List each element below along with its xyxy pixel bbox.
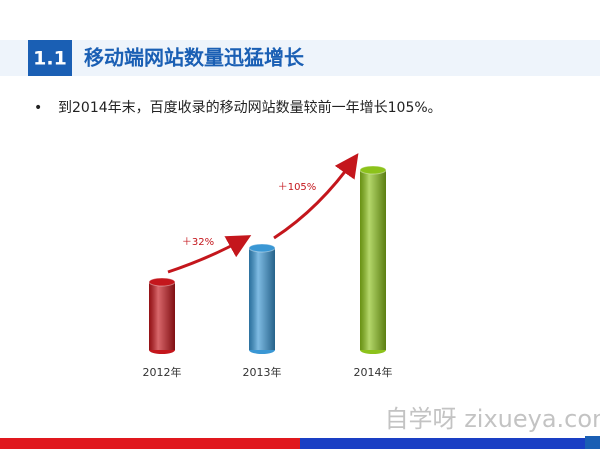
footer-stripe — [0, 438, 300, 449]
growth-arrow — [167, 235, 252, 274]
title-band — [0, 40, 600, 76]
bar-shade — [249, 248, 275, 350]
bullet-dot: • — [34, 100, 42, 116]
x-tick-label: 2013年 — [243, 365, 282, 379]
section-box — [28, 40, 72, 76]
bar-shade — [360, 170, 386, 350]
x-tick-label: 2012年 — [143, 365, 182, 379]
footer-icon — [585, 436, 600, 449]
slide-title: 移动端网站数量迅猛增长 — [84, 46, 305, 70]
bullet-text: 到2014年末，百度收录的移动网站数量较前一年增长105%。 — [58, 99, 442, 116]
section-number: 1.1 — [33, 48, 67, 70]
bar-cap — [359, 165, 387, 175]
footer-stripe — [300, 438, 585, 449]
x-tick-label: 2014年 — [354, 365, 393, 379]
chart: 2012年 2013年 2014年 ＋32% ＋105% — [143, 165, 393, 379]
annotation: ＋32% — [182, 237, 214, 248]
bar-cap — [148, 277, 176, 287]
annotation: ＋105% — [278, 182, 317, 193]
bar-shade — [149, 282, 175, 350]
bar-cap — [248, 243, 276, 253]
watermark: 自学呀 zixueya.com — [385, 405, 600, 433]
growth-arrow — [273, 153, 359, 240]
